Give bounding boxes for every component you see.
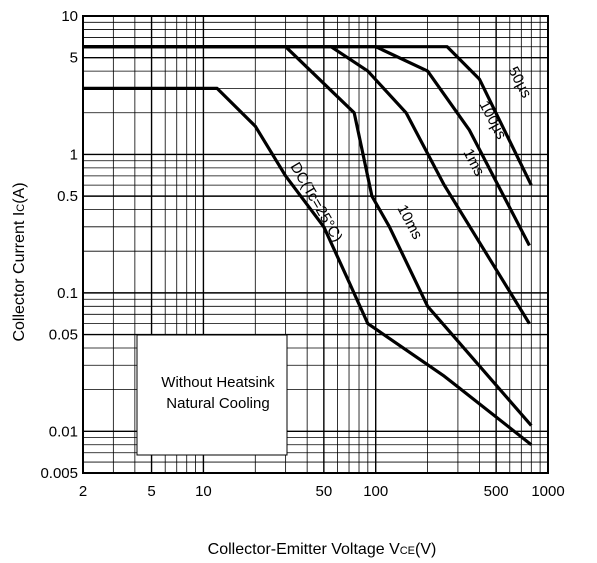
y-tick-label: 0.05 (49, 327, 78, 344)
x-axis-title-main: Collector-Emitter Voltage V (208, 541, 400, 558)
x-tick-label: 500 (484, 483, 509, 500)
x-tick-label: 5 (147, 483, 155, 500)
y-tick-label: 0.5 (57, 188, 78, 205)
series-line-4 (83, 45, 533, 186)
annotation-line-2: Natural Cooling (166, 395, 269, 412)
annotation-box: Without Heatsink Natural Cooling (136, 334, 288, 456)
y-tick-labels: 10 5 1 0.5 0.1 0.05 0.01 0.005 (40, 8, 78, 482)
x-tick-labels: 2 5 10 50 100 500 1000 (79, 483, 565, 500)
x-tick-label: 1000 (531, 483, 564, 500)
x-tick-label: 2 (79, 483, 87, 500)
y-tick-label: 0.1 (57, 285, 78, 302)
plot-frame (82, 15, 549, 474)
annotation-box-rect (136, 334, 288, 456)
y-tick-label: 5 (70, 50, 78, 67)
y-axis-title-unit: (A) (11, 182, 28, 203)
y-tick-label: 10 (61, 8, 78, 25)
annotation-line-1: Without Heatsink (161, 374, 275, 391)
y-tick-label: 1 (70, 146, 78, 163)
grid (83, 16, 548, 473)
x-axis-title-unit: (V) (415, 541, 436, 558)
y-tick-label: 0.005 (40, 465, 78, 482)
y-axis-title-main: Collector Current I (11, 212, 28, 342)
x-axis-title-sub: CE (400, 545, 415, 557)
x-tick-label: 10 (195, 483, 212, 500)
y-axis-title-sub: C (15, 204, 27, 212)
x-tick-label: 50 (316, 483, 333, 500)
series-line-0 (83, 86, 533, 446)
x-tick-label: 100 (363, 483, 388, 500)
y-tick-label: 0.01 (49, 423, 78, 440)
series-group (83, 45, 533, 446)
y-axis-title: Collector Current IC(A) (11, 182, 28, 341)
x-axis-title: Collector-Emitter Voltage VCE(V) (208, 541, 437, 558)
